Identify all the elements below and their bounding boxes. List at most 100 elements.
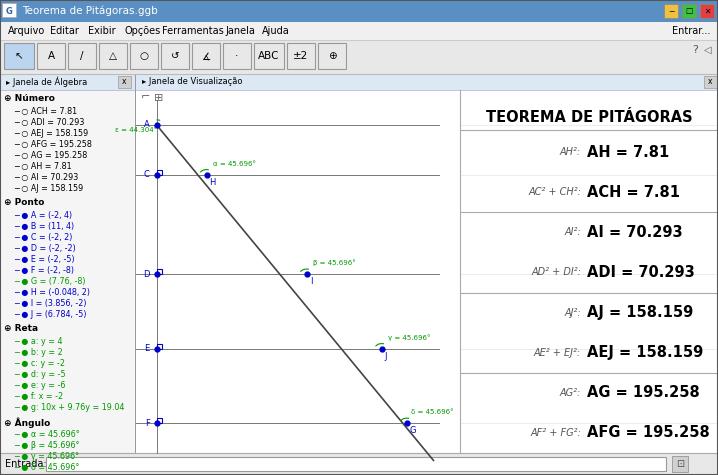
Text: ±2: ±2 [294, 51, 309, 61]
Bar [0, 22, 718, 40]
Text: ⌐: ⌐ [141, 93, 150, 103]
Text: δ = 45.696°: δ = 45.696° [411, 409, 454, 415]
Text: ⊕ Ângulo: ⊕ Ângulo [4, 417, 50, 428]
Text: ◁: ◁ [704, 45, 712, 55]
Text: ─ ● c: y = -2: ─ ● c: y = -2 [14, 359, 65, 368]
Bar [223, 43, 251, 69]
Bar [318, 43, 346, 69]
Text: ○: ○ [139, 51, 149, 61]
Text: ADI = 70.293: ADI = 70.293 [587, 265, 695, 280]
Text: ─ ● d: y = -5: ─ ● d: y = -5 [14, 370, 65, 379]
Text: AH²:: AH²: [560, 147, 581, 157]
Bar [135, 74, 136, 475]
Text: ─ ● γ = 45.696°: ─ ● γ = 45.696° [14, 452, 79, 461]
Text: ?: ? [692, 45, 698, 55]
Bar [4, 43, 34, 69]
Bar [672, 456, 688, 472]
Text: TEOREMA DE PITÁGORAS: TEOREMA DE PITÁGORAS [485, 111, 692, 125]
Text: ─ ● E = (-2, -5): ─ ● E = (-2, -5) [14, 255, 75, 264]
Text: ─ ○ ADI = 70.293: ─ ○ ADI = 70.293 [14, 118, 85, 127]
Text: AF² + FG²:: AF² + FG²: [531, 428, 581, 438]
Text: Entrar...: Entrar... [671, 26, 710, 36]
Text: ⊕: ⊕ [327, 51, 336, 61]
Text: ▸ Janela de Álgebra: ▸ Janela de Álgebra [6, 77, 88, 87]
Text: ─ ● F = (-2, -8): ─ ● F = (-2, -8) [14, 266, 74, 275]
Text: G: G [410, 426, 416, 435]
Text: D: D [143, 269, 149, 278]
Text: ∡: ∡ [201, 51, 210, 61]
Bar [157, 418, 162, 423]
Text: AI = 70.293: AI = 70.293 [587, 225, 683, 240]
Text: ─ ● ε = 44.304°: ─ ● ε = 44.304° [14, 474, 78, 475]
Text: AFG = 195.258: AFG = 195.258 [587, 426, 710, 440]
Bar [68, 43, 96, 69]
Bar [157, 269, 162, 274]
Bar [0, 40, 718, 74]
Bar [136, 74, 718, 475]
Bar [0, 74, 135, 475]
Text: ─ ● H = (-0.048, 2): ─ ● H = (-0.048, 2) [14, 288, 90, 297]
Text: ─ ● B = (11, 4): ─ ● B = (11, 4) [14, 222, 74, 231]
Text: AE² + EJ²:: AE² + EJ²: [534, 348, 581, 358]
Text: ─ ○ AJ = 158.159: ─ ○ AJ = 158.159 [14, 184, 83, 193]
Text: α = 45.696°: α = 45.696° [213, 161, 256, 167]
Text: Ferramentas: Ferramentas [162, 26, 224, 36]
Text: Ajuda: Ajuda [262, 26, 290, 36]
Text: AJ = 158.159: AJ = 158.159 [587, 305, 694, 320]
Bar [704, 76, 717, 88]
Bar [0, 74, 135, 90]
Text: ε = 44.304°: ε = 44.304° [114, 127, 157, 133]
Text: ✕: ✕ [704, 7, 710, 16]
Bar [118, 76, 131, 88]
Text: AEJ = 158.159: AEJ = 158.159 [587, 345, 703, 360]
Text: ⊕ Ponto: ⊕ Ponto [4, 198, 45, 207]
Text: I: I [309, 277, 312, 286]
Text: ─ ● I = (3.856, -2): ─ ● I = (3.856, -2) [14, 299, 86, 308]
Text: ─ ○ AH = 7.81: ─ ○ AH = 7.81 [14, 162, 72, 171]
Bar [46, 457, 666, 471]
Text: △: △ [109, 51, 117, 61]
Text: ─ ○ ACH = 7.81: ─ ○ ACH = 7.81 [14, 107, 77, 116]
Bar [130, 43, 158, 69]
Text: Editar: Editar [50, 26, 79, 36]
Text: ─: ─ [668, 7, 673, 16]
Text: ─ ○ AEJ = 158.159: ─ ○ AEJ = 158.159 [14, 129, 88, 138]
Text: A: A [144, 120, 149, 129]
Text: ─ ○ AG = 195.258: ─ ○ AG = 195.258 [14, 151, 88, 160]
Bar [157, 170, 162, 175]
Text: Exibir: Exibir [88, 26, 115, 36]
Text: x: x [708, 77, 713, 86]
Text: ⊕ Reta: ⊕ Reta [4, 324, 38, 333]
Text: Entrada:: Entrada: [5, 459, 47, 469]
Text: ABC: ABC [258, 51, 280, 61]
Text: γ = 45.696°: γ = 45.696° [388, 334, 430, 341]
Text: ─ ● g: 10x + 9.76y = 19.04: ─ ● g: 10x + 9.76y = 19.04 [14, 403, 124, 412]
Text: ─ ● J = (6.784, -5): ─ ● J = (6.784, -5) [14, 310, 86, 319]
Bar [287, 43, 315, 69]
Bar [37, 43, 65, 69]
Text: ─ ○ AFG = 195.258: ─ ○ AFG = 195.258 [14, 140, 92, 149]
Text: AG²:: AG²: [560, 388, 581, 398]
Text: ─ ● δ = 45.696°: ─ ● δ = 45.696° [14, 463, 80, 472]
Bar [682, 4, 696, 18]
Text: Janela: Janela [225, 26, 255, 36]
Bar [700, 4, 714, 18]
Text: AG = 195.258: AG = 195.258 [587, 385, 700, 400]
Bar [664, 4, 678, 18]
Text: ─ ● A = (-2, 4): ─ ● A = (-2, 4) [14, 211, 72, 220]
Text: A: A [47, 51, 55, 61]
Text: ─ ● b: y = 2: ─ ● b: y = 2 [14, 348, 62, 357]
Text: ─ ● α = 45.696°: ─ ● α = 45.696° [14, 430, 80, 439]
Text: AH = 7.81: AH = 7.81 [587, 144, 669, 160]
Text: ─ ● β = 45.696°: ─ ● β = 45.696° [14, 441, 80, 450]
Text: ▸ Janela de Visualização: ▸ Janela de Visualização [142, 77, 243, 86]
Text: AD² + DI²:: AD² + DI²: [531, 267, 581, 277]
Bar [99, 43, 127, 69]
Text: AC² + CH²:: AC² + CH²: [528, 187, 581, 197]
Bar [157, 343, 162, 349]
Bar [0, 453, 718, 475]
Text: E: E [144, 344, 149, 353]
Text: ⊡: ⊡ [676, 459, 684, 469]
Text: ─ ● a: y = 4: ─ ● a: y = 4 [14, 337, 62, 346]
Text: ↺: ↺ [171, 51, 180, 61]
